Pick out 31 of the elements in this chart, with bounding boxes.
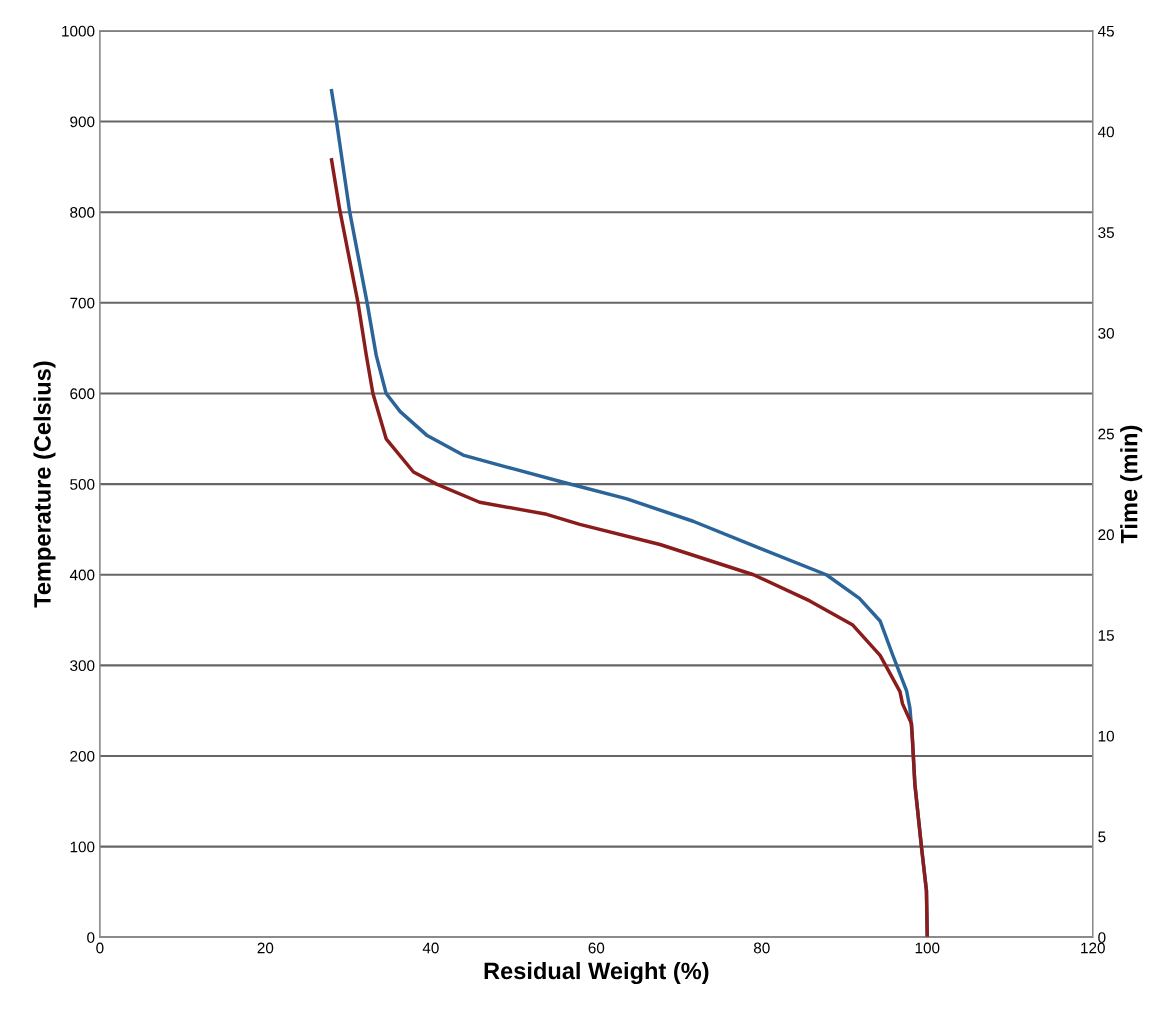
y-tick-label: 900 (70, 116, 95, 128)
y2-tick-label: 15 (1098, 630, 1114, 641)
x-axis-title: Residual Weight (%) (484, 961, 709, 985)
y2-tick-label: 45 (1097, 25, 1114, 37)
y-tick-label: 800 (70, 207, 95, 218)
x-tick-label: 120 (1081, 942, 1105, 954)
y-tick-label: 400 (69, 569, 95, 581)
y-tick-label: 0 (87, 932, 95, 943)
y-tick-label: 100 (70, 841, 95, 853)
x-tick-label: 40 (422, 942, 439, 954)
y-tick-label: 1000 (62, 25, 95, 37)
y2-tick-label: 20 (1098, 529, 1115, 541)
y2-tick-label: 40 (1097, 126, 1115, 138)
y-tick-label: 600 (70, 388, 95, 400)
y2-axis-title: Time (min) (1120, 425, 1143, 544)
x-tick-label: 60 (588, 942, 605, 954)
x-tick-label: 80 (753, 942, 770, 954)
x-tick-label: 20 (257, 942, 274, 954)
y2-tick-label: 35 (1098, 227, 1114, 239)
y2-tick-label: 25 (1098, 428, 1114, 440)
y2-tick-label: 0 (1098, 932, 1106, 943)
y2-tick-label: 5 (1098, 831, 1106, 843)
x-tick-label: 100 (915, 942, 940, 954)
y-tick-label: 500 (70, 478, 95, 490)
x-tick-label: 0 (96, 942, 104, 954)
y2-tick-label: 10 (1098, 730, 1115, 742)
y-tick-label: 300 (70, 660, 95, 672)
y-tick-label: 700 (70, 297, 95, 309)
y-tick-label: 200 (70, 750, 95, 762)
y2-tick-label: 30 (1098, 327, 1115, 339)
y-axis-title: Temperature (Celsius) (33, 361, 56, 608)
